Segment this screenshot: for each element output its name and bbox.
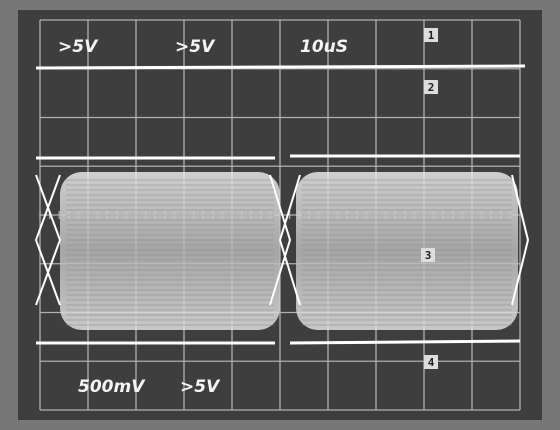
marker: 1: [428, 29, 435, 42]
marker: 4: [428, 356, 435, 369]
oscilloscope-screen: >5V >5V 10uS 500mV >5V 1 2 3 4: [0, 0, 560, 430]
timebase-label: 10uS: [300, 37, 348, 57]
channel-label: >5V: [58, 37, 99, 57]
trace-1: [36, 66, 525, 68]
trace-bottom: [290, 341, 520, 343]
page: {"screen": {"top_labels": [">5V", ">5V",…: [0, 0, 560, 430]
marker: 2: [428, 81, 435, 94]
channel-label: >5V: [180, 377, 221, 397]
eye-pattern: [296, 172, 518, 330]
eye-pattern: [60, 172, 280, 330]
marker: 3: [425, 249, 432, 262]
channel-label: 500mV: [78, 377, 146, 397]
channel-label: >5V: [175, 37, 216, 57]
